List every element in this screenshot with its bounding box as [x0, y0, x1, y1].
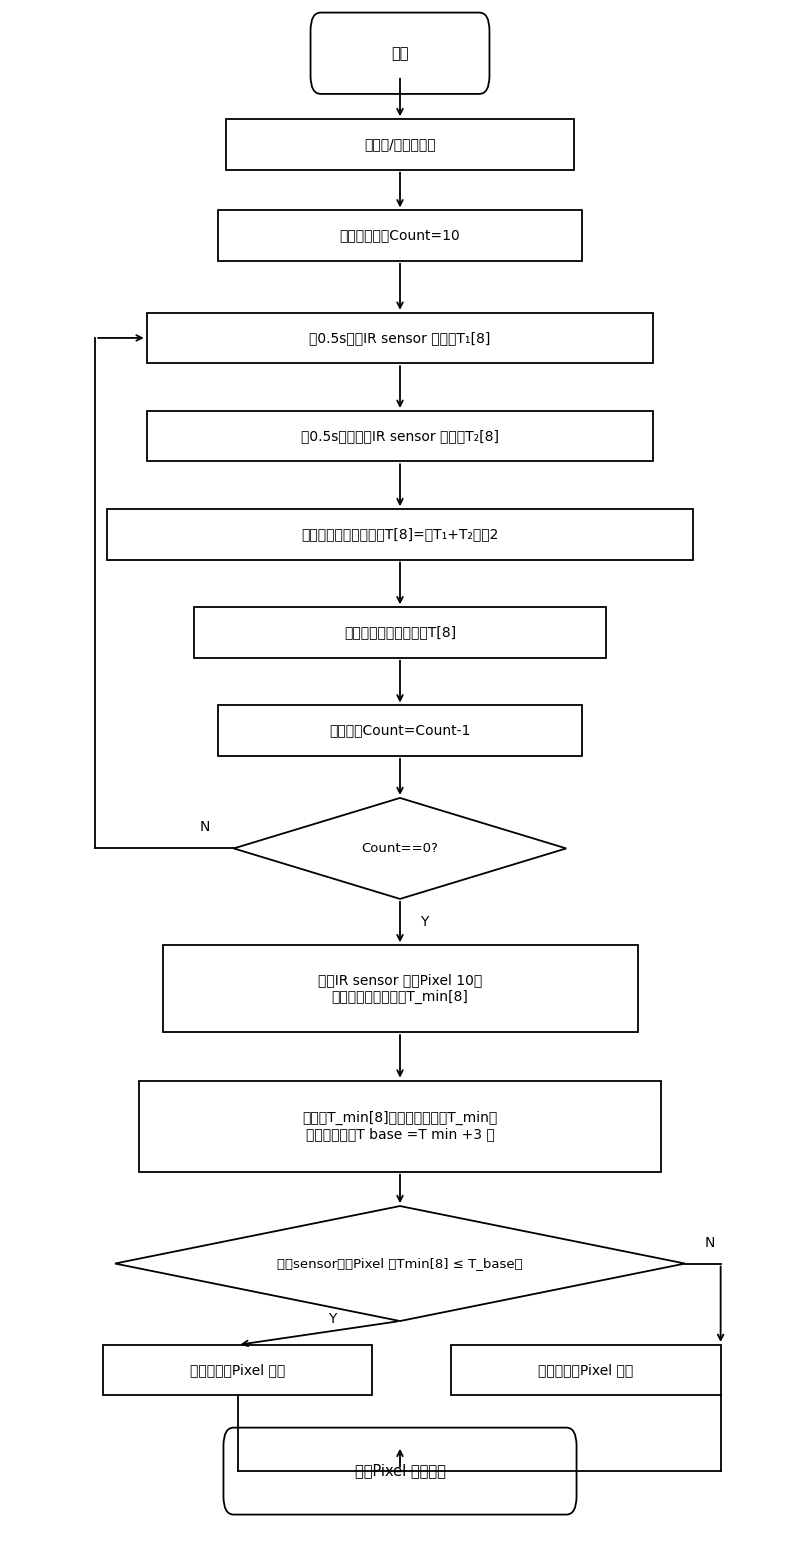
- Bar: [107, 509, 693, 560]
- Bar: [194, 606, 606, 658]
- Bar: [162, 945, 638, 1031]
- Text: 存储本次计算的平均值T[8]: 存储本次计算的平均值T[8]: [344, 625, 456, 639]
- Text: 有效Pixel 识别结束: 有效Pixel 识别结束: [354, 1464, 446, 1478]
- Text: Count==0?: Count==0?: [362, 842, 438, 855]
- Bar: [218, 706, 582, 755]
- Polygon shape: [234, 797, 566, 900]
- Bar: [146, 313, 654, 363]
- Text: 采集温度次数Count=10: 采集温度次数Count=10: [340, 228, 460, 242]
- Text: Y: Y: [420, 915, 428, 929]
- Text: 该値对应的Pixel 无效: 该値对应的Pixel 无效: [538, 1363, 634, 1377]
- FancyBboxPatch shape: [223, 1427, 577, 1515]
- Text: 计算IR sensor 每个Pixel 10次
采样値里的最低温度T_min[8]: 计算IR sensor 每个Pixel 10次 采样値里的最低温度T_min[8…: [318, 974, 482, 1003]
- Bar: [451, 1345, 721, 1396]
- Text: Y: Y: [328, 1312, 337, 1326]
- Text: N: N: [200, 820, 210, 834]
- Text: 兰0.5s再次读取IR sensor 温度值T₂[8]: 兰0.5s再次读取IR sensor 温度值T₂[8]: [301, 430, 499, 444]
- Bar: [146, 411, 654, 461]
- Text: 该値对应的Pixel 有效: 该値对应的Pixel 有效: [190, 1363, 286, 1377]
- Bar: [103, 1345, 372, 1396]
- FancyBboxPatch shape: [310, 12, 490, 95]
- Text: 比较sensor每个Pixel 的Tmin[8] ≤ T_base？: 比较sensor每个Pixel 的Tmin[8] ≤ T_base？: [277, 1256, 523, 1270]
- Bar: [218, 211, 582, 261]
- Text: 开始: 开始: [391, 45, 409, 60]
- Text: 在数组T_min[8]中取温度最低値T_min，
计算屏蔽基础T base =T min +3 ；: 在数组T_min[8]中取温度最低値T_min， 计算屏蔽基础T base =T…: [302, 1111, 498, 1142]
- Bar: [138, 1081, 662, 1171]
- Text: 系统软/硬件初始化: 系统软/硬件初始化: [364, 138, 436, 152]
- Bar: [226, 119, 574, 169]
- Text: N: N: [705, 1236, 715, 1250]
- Text: 温度次数Count=Count-1: 温度次数Count=Count-1: [330, 724, 470, 738]
- Polygon shape: [115, 1207, 685, 1321]
- Text: 前0.5s读取IR sensor 温度值T₁[8]: 前0.5s读取IR sensor 温度值T₁[8]: [310, 330, 490, 344]
- Text: 计算两次采集的平均值T[8]=（T₁+T₂）／2: 计算两次采集的平均值T[8]=（T₁+T₂）／2: [302, 527, 498, 541]
